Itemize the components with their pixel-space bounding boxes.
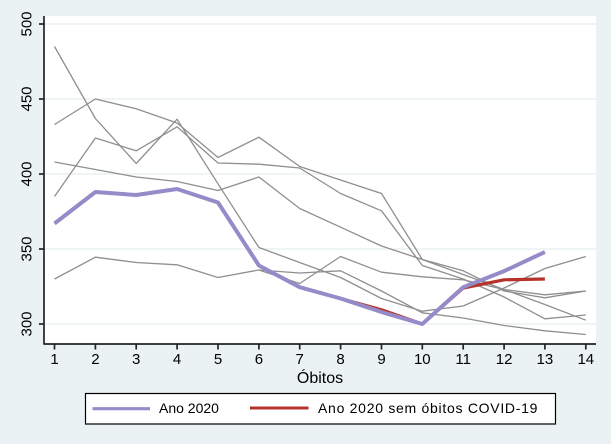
svg-text:9: 9 — [377, 351, 385, 368]
svg-text:500: 500 — [19, 11, 36, 36]
svg-text:7: 7 — [296, 351, 304, 368]
svg-text:2: 2 — [91, 351, 99, 368]
svg-text:12: 12 — [496, 351, 513, 368]
svg-text:10: 10 — [414, 351, 431, 368]
svg-text:450: 450 — [19, 86, 36, 111]
svg-text:6: 6 — [255, 351, 263, 368]
svg-text:Ano 2020: Ano 2020 — [159, 400, 219, 416]
svg-text:3: 3 — [132, 351, 140, 368]
svg-text:5: 5 — [214, 351, 222, 368]
svg-text:300: 300 — [19, 311, 36, 336]
svg-text:4: 4 — [173, 351, 181, 368]
svg-text:350: 350 — [19, 236, 36, 261]
svg-text:11: 11 — [455, 351, 471, 368]
svg-text:1: 1 — [50, 351, 58, 368]
svg-text:13: 13 — [537, 351, 554, 368]
svg-text:Ano 2020 sem óbitos COVID-19: Ano 2020 sem óbitos COVID-19 — [318, 400, 538, 416]
svg-text:8: 8 — [336, 351, 344, 368]
svg-text:14: 14 — [577, 351, 594, 368]
svg-text:Óbitos: Óbitos — [297, 368, 343, 387]
svg-text:400: 400 — [19, 161, 36, 186]
